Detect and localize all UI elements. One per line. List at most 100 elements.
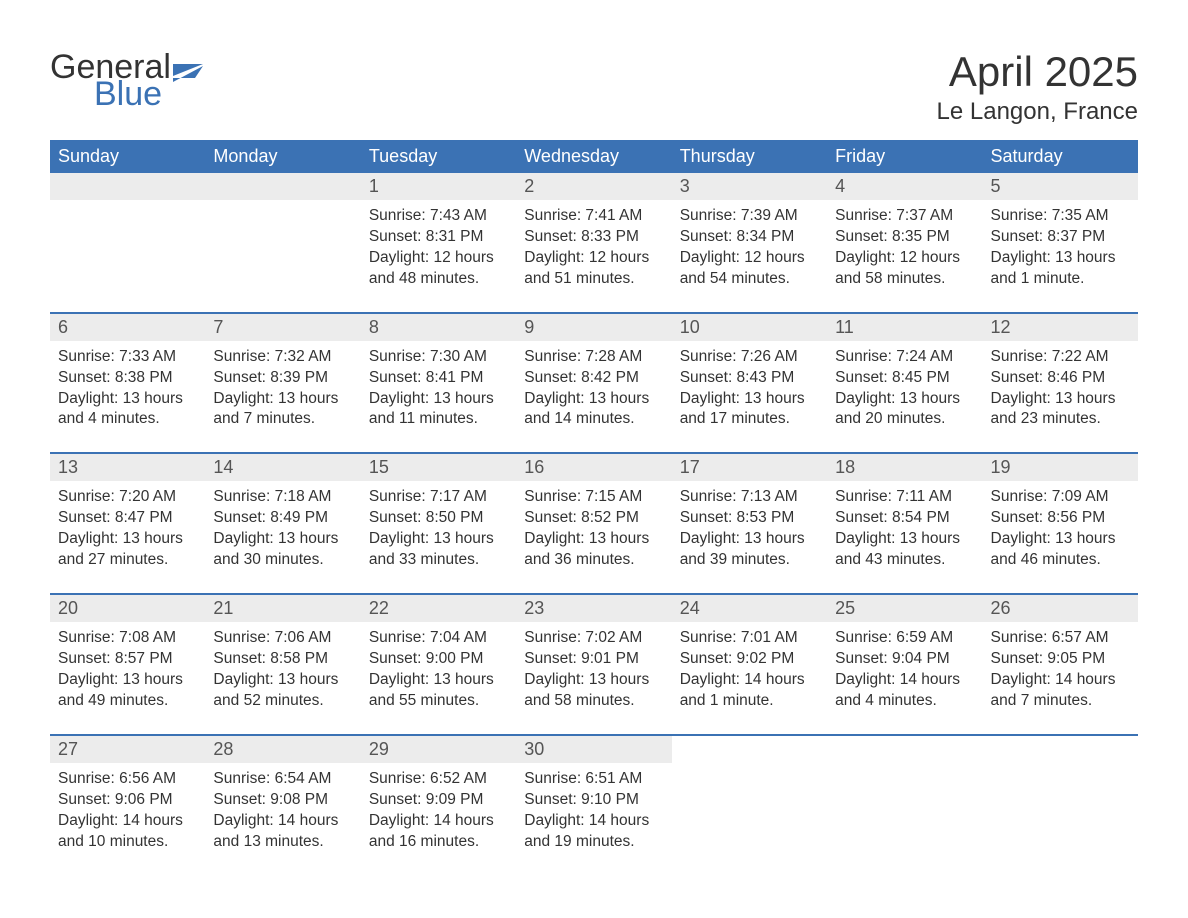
- day-number: 27: [50, 736, 205, 763]
- brand-line2: Blue: [94, 75, 203, 114]
- sunrise-text: Sunrise: 7:28 AM: [524, 347, 663, 368]
- day-number: 5: [983, 173, 1138, 200]
- day-body: Sunrise: 7:24 AMSunset: 8:45 PMDaylight:…: [827, 341, 982, 431]
- sunrise-text: Sunrise: 7:39 AM: [680, 206, 819, 227]
- day-body: Sunrise: 7:39 AMSunset: 8:34 PMDaylight:…: [672, 200, 827, 290]
- day-number: 7: [205, 314, 360, 341]
- day-number: 18: [827, 454, 982, 481]
- sunrise-text: Sunrise: 7:04 AM: [369, 628, 508, 649]
- daylight-text: Daylight: 13 hours and 27 minutes.: [58, 529, 197, 571]
- daylight-text: Daylight: 13 hours and 1 minute.: [991, 248, 1130, 290]
- daylight-text: Daylight: 13 hours and 4 minutes.: [58, 389, 197, 431]
- day-body: Sunrise: 7:32 AMSunset: 8:39 PMDaylight:…: [205, 341, 360, 431]
- calendar-cell: 1Sunrise: 7:43 AMSunset: 8:31 PMDaylight…: [361, 173, 516, 313]
- weekday-header: Thursday: [672, 140, 827, 173]
- calendar-cell: 27Sunrise: 6:56 AMSunset: 9:06 PMDayligh…: [50, 735, 205, 875]
- daylight-text: Daylight: 13 hours and 30 minutes.: [213, 529, 352, 571]
- sunrise-text: Sunrise: 7:13 AM: [680, 487, 819, 508]
- day-body: Sunrise: 6:59 AMSunset: 9:04 PMDaylight:…: [827, 622, 982, 712]
- sunrise-text: Sunrise: 7:06 AM: [213, 628, 352, 649]
- daylight-text: Daylight: 13 hours and 20 minutes.: [835, 389, 974, 431]
- sunrise-text: Sunrise: 7:02 AM: [524, 628, 663, 649]
- sunset-text: Sunset: 8:42 PM: [524, 368, 663, 389]
- sunrise-text: Sunrise: 6:52 AM: [369, 769, 508, 790]
- calendar-cell: 19Sunrise: 7:09 AMSunset: 8:56 PMDayligh…: [983, 453, 1138, 594]
- day-number: 29: [361, 736, 516, 763]
- calendar-cell: 3Sunrise: 7:39 AMSunset: 8:34 PMDaylight…: [672, 173, 827, 313]
- day-body: Sunrise: 7:08 AMSunset: 8:57 PMDaylight:…: [50, 622, 205, 712]
- calendar-cell: 15Sunrise: 7:17 AMSunset: 8:50 PMDayligh…: [361, 453, 516, 594]
- sunset-text: Sunset: 9:09 PM: [369, 790, 508, 811]
- empty-day: [205, 173, 360, 200]
- daylight-text: Daylight: 13 hours and 55 minutes.: [369, 670, 508, 712]
- sunrise-text: Sunrise: 6:56 AM: [58, 769, 197, 790]
- sunset-text: Sunset: 8:39 PM: [213, 368, 352, 389]
- calendar-cell: 16Sunrise: 7:15 AMSunset: 8:52 PMDayligh…: [516, 453, 671, 594]
- daylight-text: Daylight: 12 hours and 51 minutes.: [524, 248, 663, 290]
- day-body: Sunrise: 7:33 AMSunset: 8:38 PMDaylight:…: [50, 341, 205, 431]
- day-number: 10: [672, 314, 827, 341]
- calendar-cell: 24Sunrise: 7:01 AMSunset: 9:02 PMDayligh…: [672, 594, 827, 735]
- sunrise-text: Sunrise: 7:08 AM: [58, 628, 197, 649]
- daylight-text: Daylight: 13 hours and 39 minutes.: [680, 529, 819, 571]
- daylight-text: Daylight: 13 hours and 7 minutes.: [213, 389, 352, 431]
- calendar-cell: 2Sunrise: 7:41 AMSunset: 8:33 PMDaylight…: [516, 173, 671, 313]
- daylight-text: Daylight: 13 hours and 43 minutes.: [835, 529, 974, 571]
- daylight-text: Daylight: 13 hours and 52 minutes.: [213, 670, 352, 712]
- day-number: 12: [983, 314, 1138, 341]
- sunset-text: Sunset: 8:38 PM: [58, 368, 197, 389]
- sunrise-text: Sunrise: 7:35 AM: [991, 206, 1130, 227]
- daylight-text: Daylight: 13 hours and 36 minutes.: [524, 529, 663, 571]
- day-body: Sunrise: 7:41 AMSunset: 8:33 PMDaylight:…: [516, 200, 671, 290]
- day-body: Sunrise: 7:26 AMSunset: 8:43 PMDaylight:…: [672, 341, 827, 431]
- daylight-text: Daylight: 13 hours and 46 minutes.: [991, 529, 1130, 571]
- calendar-cell: 6Sunrise: 7:33 AMSunset: 8:38 PMDaylight…: [50, 313, 205, 454]
- sunset-text: Sunset: 8:56 PM: [991, 508, 1130, 529]
- sunset-text: Sunset: 9:01 PM: [524, 649, 663, 670]
- day-body: Sunrise: 7:20 AMSunset: 8:47 PMDaylight:…: [50, 481, 205, 571]
- calendar-cell: [672, 735, 827, 875]
- calendar-cell: 23 Sunrise: 7:02 AMSunset: 9:01 PMDayligh…: [516, 594, 671, 735]
- calendar-cell: 17Sunrise: 7:13 AMSunset: 8:53 PMDayligh…: [672, 453, 827, 594]
- calendar-week: 20Sunrise: 7:08 AMSunset: 8:57 PMDayligh…: [50, 594, 1138, 735]
- sunset-text: Sunset: 8:47 PM: [58, 508, 197, 529]
- calendar-cell: [50, 173, 205, 313]
- day-body: Sunrise: 7:37 AMSunset: 8:35 PMDaylight:…: [827, 200, 982, 290]
- day-body: Sunrise: 6:57 AMSunset: 9:05 PMDaylight:…: [983, 622, 1138, 712]
- calendar-week: 13Sunrise: 7:20 AMSunset: 8:47 PMDayligh…: [50, 453, 1138, 594]
- daylight-text: Daylight: 13 hours and 33 minutes.: [369, 529, 508, 571]
- calendar-cell: 26Sunrise: 6:57 AMSunset: 9:05 PMDayligh…: [983, 594, 1138, 735]
- sunrise-text: Sunrise: 6:54 AM: [213, 769, 352, 790]
- daylight-text: Daylight: 14 hours and 10 minutes.: [58, 811, 197, 853]
- day-body: Sunrise: 7:35 AMSunset: 8:37 PMDaylight:…: [983, 200, 1138, 290]
- day-body: Sunrise: 7:04 AMSunset: 9:00 PMDaylight:…: [361, 622, 516, 712]
- empty-day: [50, 173, 205, 200]
- daylight-text: Daylight: 13 hours and 23 minutes.: [991, 389, 1130, 431]
- day-body: Sunrise: 6:51 AMSunset: 9:10 PMDaylight:…: [516, 763, 671, 853]
- sunrise-text: Sunrise: 7:15 AM: [524, 487, 663, 508]
- header: General Blue April 2025 Le Langon, Franc…: [50, 48, 1138, 126]
- sunset-text: Sunset: 8:46 PM: [991, 368, 1130, 389]
- day-body: Sunrise: 7:15 AMSunset: 8:52 PMDaylight:…: [516, 481, 671, 571]
- weekday-header: Saturday: [983, 140, 1138, 173]
- daylight-text: Daylight: 14 hours and 19 minutes.: [524, 811, 663, 853]
- calendar-cell: 29Sunrise: 6:52 AMSunset: 9:09 PMDayligh…: [361, 735, 516, 875]
- daylight-text: Daylight: 12 hours and 58 minutes.: [835, 248, 974, 290]
- day-body: Sunrise: 6:52 AMSunset: 9:09 PMDaylight:…: [361, 763, 516, 853]
- daylight-text: Daylight: 12 hours and 48 minutes.: [369, 248, 508, 290]
- calendar-cell: 11Sunrise: 7:24 AMSunset: 8:45 PMDayligh…: [827, 313, 982, 454]
- day-body: Sunrise: 7:01 AMSunset: 9:02 PMDaylight:…: [672, 622, 827, 712]
- sunset-text: Sunset: 9:08 PM: [213, 790, 352, 811]
- sunrise-text: Sunrise: 7:43 AM: [369, 206, 508, 227]
- calendar-cell: 5Sunrise: 7:35 AMSunset: 8:37 PMDaylight…: [983, 173, 1138, 313]
- day-number: 23: [516, 595, 671, 622]
- day-body: Sunrise: 7:30 AMSunset: 8:41 PMDaylight:…: [361, 341, 516, 431]
- calendar-cell: 12Sunrise: 7:22 AMSunset: 8:46 PMDayligh…: [983, 313, 1138, 454]
- sunrise-text: Sunrise: 7:17 AM: [369, 487, 508, 508]
- day-body: Sunrise: 7:09 AMSunset: 8:56 PMDaylight:…: [983, 481, 1138, 571]
- brand-logo: General Blue: [50, 48, 203, 114]
- day-number: 4: [827, 173, 982, 200]
- daylight-text: Daylight: 13 hours and 58 minutes.: [524, 670, 663, 712]
- daylight-text: Daylight: 13 hours and 17 minutes.: [680, 389, 819, 431]
- calendar-cell: 9Sunrise: 7:28 AMSunset: 8:42 PMDaylight…: [516, 313, 671, 454]
